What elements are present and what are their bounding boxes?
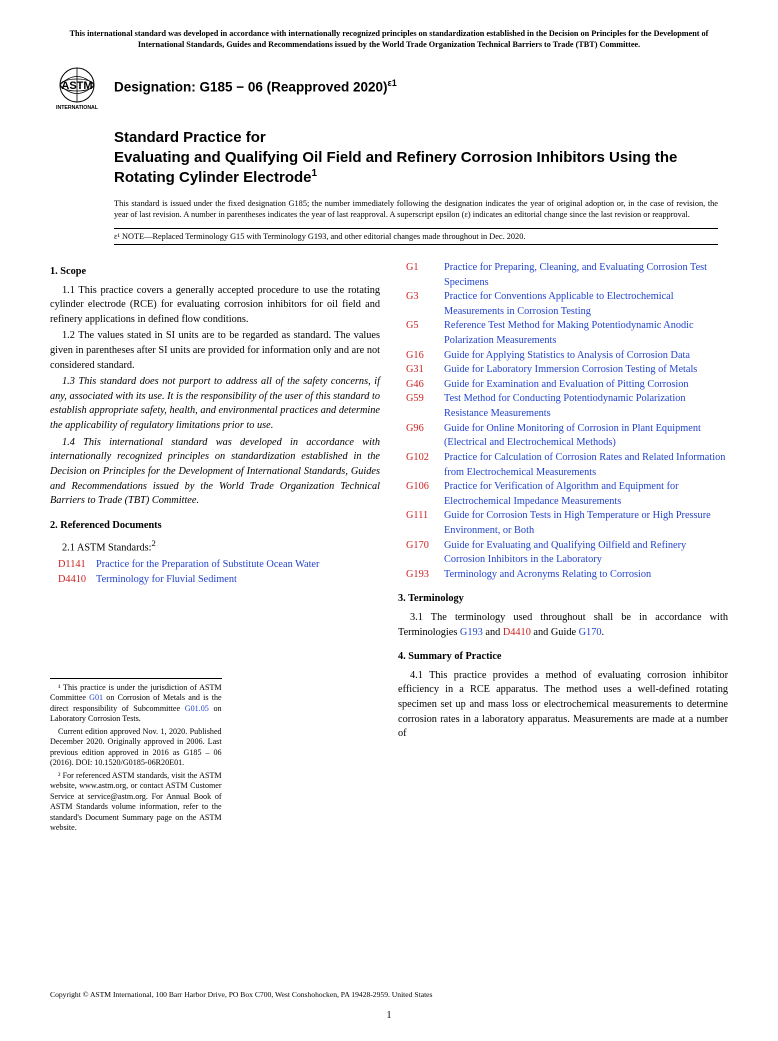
reference-item: G59Test Method for Conducting Potentiody… [406, 392, 728, 421]
document-page: This international standard was develope… [0, 0, 778, 1041]
reference-title[interactable]: Practice for Verification of Algorithm a… [444, 480, 728, 509]
refdocs-heading: 2. Referenced Documents [50, 519, 380, 534]
footnote-2: ² For referenced ASTM standards, visit t… [50, 771, 222, 834]
reference-item: D4410Terminology for Fluvial Sediment [58, 573, 380, 588]
reference-code[interactable]: G1 [406, 261, 444, 290]
right-column: G1Practice for Preparing, Cleaning, and … [398, 261, 728, 836]
reference-item: G5Reference Test Method for Making Poten… [406, 319, 728, 348]
scope-heading: 1. Scope [50, 265, 380, 280]
reference-title[interactable]: Test Method for Conducting Potentiodynam… [444, 392, 728, 421]
reference-code[interactable]: D1141 [58, 558, 96, 573]
reference-code[interactable]: G3 [406, 290, 444, 319]
astm-logo-icon: ASTM INTERNATIONAL [50, 64, 104, 110]
reference-title[interactable]: Guide for Evaluating and Qualifying Oilf… [444, 539, 728, 568]
reference-title[interactable]: Guide for Corrosion Tests in High Temper… [444, 509, 728, 538]
refs-left-list: D1141Practice for the Preparation of Sub… [50, 558, 380, 587]
p31-end: . [602, 627, 605, 638]
para-1-2: 1.2 The values stated in SI units are to… [50, 329, 380, 373]
title-line1: Standard Practice for [114, 129, 266, 146]
link-g01[interactable]: G01 [89, 693, 103, 702]
refdocs-subhead: 2.1 ASTM Standards:2 [50, 537, 380, 556]
link-g193[interactable]: G193 [460, 627, 483, 638]
copyright-notice: Copyright © ASTM International, 100 Barr… [50, 990, 728, 999]
header-row: ASTM INTERNATIONAL Designation: G185 − 0… [50, 62, 728, 110]
p31-mid2: and Guide [531, 627, 579, 638]
content-columns: 1. Scope 1.1 This practice covers a gene… [50, 261, 728, 836]
reference-title[interactable]: Guide for Online Monitoring of Corrosion… [444, 422, 728, 451]
para-1-4: 1.4 This international standard was deve… [50, 436, 380, 509]
link-d4410[interactable]: D4410 [503, 627, 531, 638]
reference-item: G31Guide for Laboratory Immersion Corros… [406, 363, 728, 378]
reference-item: G96Guide for Online Monitoring of Corros… [406, 422, 728, 451]
title-block: Standard Practice for Evaluating and Qua… [114, 128, 718, 245]
epsilon-note: ε¹ NOTE—Replaced Terminology G15 with Te… [114, 228, 718, 245]
reference-code[interactable]: G46 [406, 378, 444, 393]
reference-code[interactable]: G5 [406, 319, 444, 348]
tbt-notice: This international standard was develope… [50, 28, 728, 58]
reference-item: G16Guide for Applying Statistics to Anal… [406, 349, 728, 364]
link-g01-05[interactable]: G01.05 [185, 704, 209, 713]
refdocs-sub-text: 2.1 ASTM Standards: [62, 543, 152, 554]
link-g170[interactable]: G170 [579, 627, 602, 638]
reference-item: G1Practice for Preparing, Cleaning, and … [406, 261, 728, 290]
reference-title[interactable]: Guide for Examination and Evaluation of … [444, 378, 728, 393]
reference-code[interactable]: G31 [406, 363, 444, 378]
standard-title: Standard Practice for Evaluating and Qua… [114, 128, 718, 188]
footnotes: ¹ This practice is under the jurisdictio… [50, 678, 222, 834]
reference-title[interactable]: Guide for Applying Statistics to Analysi… [444, 349, 728, 364]
reference-title[interactable]: Reference Test Method for Making Potenti… [444, 319, 728, 348]
refs-right-list: G1Practice for Preparing, Cleaning, and … [398, 261, 728, 582]
p31-mid: and [483, 627, 503, 638]
issued-note: This standard is issued under the fixed … [114, 198, 718, 220]
reference-code[interactable]: G16 [406, 349, 444, 364]
reference-title[interactable]: Practice for Conventions Applicable to E… [444, 290, 728, 319]
reference-title[interactable]: Practice for the Preparation of Substitu… [96, 558, 380, 573]
para-1-3: 1.3 This standard does not purport to ad… [50, 375, 380, 433]
reference-title[interactable]: Terminology and Acronyms Relating to Cor… [444, 568, 728, 583]
terminology-heading: 3. Terminology [398, 592, 728, 607]
reference-title[interactable]: Terminology for Fluvial Sediment [96, 573, 380, 588]
para-4-1: 4.1 This practice provides a method of e… [398, 669, 728, 742]
reference-code[interactable]: G102 [406, 451, 444, 480]
reference-code[interactable]: G111 [406, 509, 444, 538]
svg-text:ASTM: ASTM [61, 80, 92, 92]
para-1-1: 1.1 This practice covers a generally acc… [50, 284, 380, 328]
reference-item: G3Practice for Conventions Applicable to… [406, 290, 728, 319]
reference-item: G111Guide for Corrosion Tests in High Te… [406, 509, 728, 538]
reference-code[interactable]: G106 [406, 480, 444, 509]
reference-code[interactable]: G170 [406, 539, 444, 568]
footnote-1b: Current edition approved Nov. 1, 2020. P… [50, 727, 222, 769]
reference-item: G170Guide for Evaluating and Qualifying … [406, 539, 728, 568]
reference-code[interactable]: G193 [406, 568, 444, 583]
reference-item: G106Practice for Verification of Algorit… [406, 480, 728, 509]
reference-title[interactable]: Practice for Calculation of Corrosion Ra… [444, 451, 728, 480]
reference-title[interactable]: Practice for Preparing, Cleaning, and Ev… [444, 261, 728, 290]
reference-item: G102Practice for Calculation of Corrosio… [406, 451, 728, 480]
left-column: 1. Scope 1.1 This practice covers a gene… [50, 261, 380, 836]
footnote-1: ¹ This practice is under the jurisdictio… [50, 683, 222, 725]
title-super: 1 [312, 168, 318, 179]
designation: Designation: G185 − 06 (Reapproved 2020)… [114, 78, 397, 95]
reference-item: G46Guide for Examination and Evaluation … [406, 378, 728, 393]
reference-title[interactable]: Guide for Laboratory Immersion Corrosion… [444, 363, 728, 378]
reference-code[interactable]: G96 [406, 422, 444, 451]
reference-item: D1141Practice for the Preparation of Sub… [58, 558, 380, 573]
reference-item: G193Terminology and Acronyms Relating to… [406, 568, 728, 583]
page-number: 1 [0, 1010, 778, 1021]
refdocs-sub-sup: 2 [152, 538, 156, 548]
summary-heading: 4. Summary of Practice [398, 650, 728, 665]
designation-super: ε1 [387, 78, 396, 88]
designation-label: Designation: G185 − 06 (Reapproved 2020) [114, 79, 387, 94]
title-line2: Evaluating and Qualifying Oil Field and … [114, 149, 677, 187]
para-3-1: 3.1 The terminology used throughout shal… [398, 611, 728, 640]
reference-code[interactable]: G59 [406, 392, 444, 421]
svg-text:INTERNATIONAL: INTERNATIONAL [56, 105, 99, 110]
reference-code[interactable]: D4410 [58, 573, 96, 588]
